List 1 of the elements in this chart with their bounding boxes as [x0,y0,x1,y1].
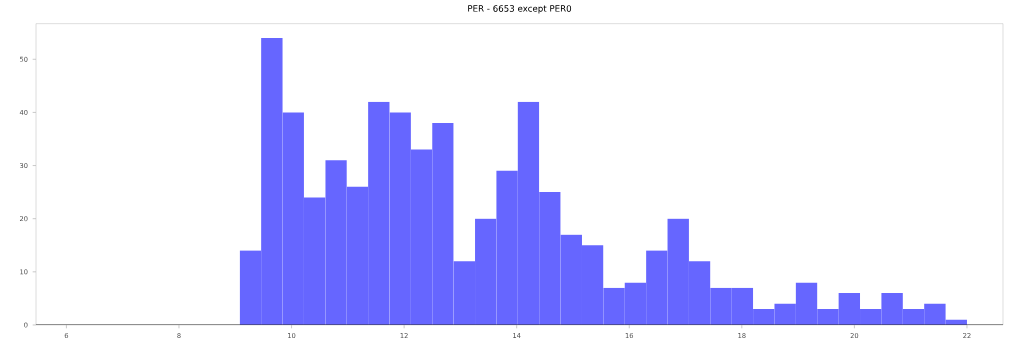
chart-title: PER - 6653 except PER0 [468,5,572,14]
